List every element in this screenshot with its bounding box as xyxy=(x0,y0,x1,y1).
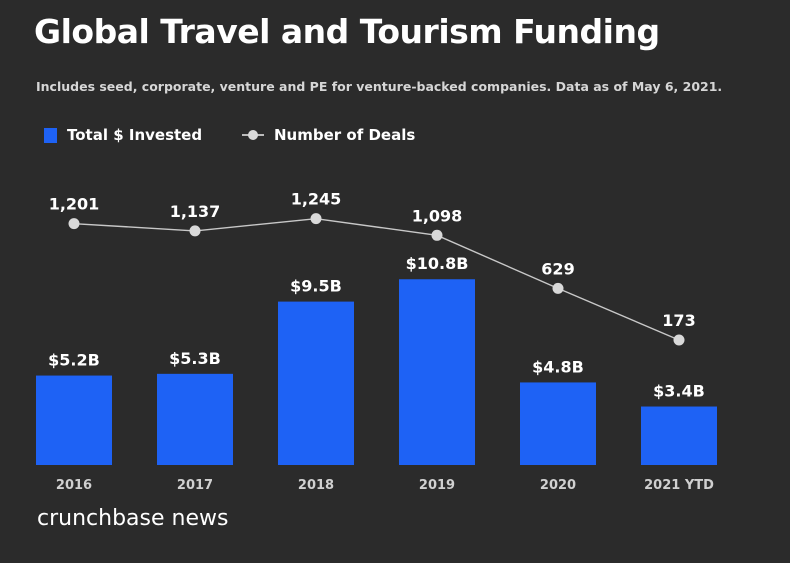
deals-point xyxy=(68,218,80,230)
deals-point xyxy=(552,282,564,294)
bar-swatch-icon xyxy=(44,127,57,143)
deals-value-label: 1,137 xyxy=(170,202,221,221)
deals-point xyxy=(431,229,443,241)
deals-line xyxy=(73,217,680,341)
legend-item-invested: Total $ Invested xyxy=(44,124,202,146)
deals-value-label: 629 xyxy=(541,259,574,278)
legend: Total $ Invested Number of Deals xyxy=(44,124,644,146)
bar-value-label: $5.3B xyxy=(169,349,221,368)
bar-2018 xyxy=(278,301,354,465)
x-tick-label: 2020 xyxy=(540,478,576,493)
x-tick-label: 2016 xyxy=(56,478,92,493)
line-marker-icon xyxy=(242,130,264,140)
bar-2020 xyxy=(520,382,596,465)
x-tick-label: 2018 xyxy=(298,478,334,493)
bar-value-label: $5.2B xyxy=(48,351,100,370)
brand-logo: crunchbase news xyxy=(37,506,229,531)
legend-label-invested: Total $ Invested xyxy=(67,126,203,144)
deals-point xyxy=(673,334,685,346)
deals-point xyxy=(310,213,322,225)
bar-2017 xyxy=(157,373,233,465)
bar-2021-ytd xyxy=(641,406,717,465)
bar-value-label: $4.8B xyxy=(532,357,584,376)
x-tick-label: 2021 YTD xyxy=(644,478,714,493)
bar-value-label: $9.5B xyxy=(290,277,342,296)
chart-title: Global Travel and Tourism Funding xyxy=(34,12,660,51)
bar-value-label: $10.8B xyxy=(406,254,469,273)
deals-point xyxy=(189,225,201,237)
bar-2019 xyxy=(399,279,475,465)
bar-2016 xyxy=(36,375,112,465)
deals-value-label: 1,098 xyxy=(412,206,463,225)
legend-label-deals: Number of Deals xyxy=(274,126,416,144)
legend-item-deals: Number of Deals xyxy=(242,124,415,146)
x-tick-label: 2019 xyxy=(419,478,455,493)
deals-value-label: 1,245 xyxy=(291,190,342,209)
bar-value-label: $3.4B xyxy=(653,382,705,401)
deals-value-label: 173 xyxy=(662,311,695,330)
x-tick-label: 2017 xyxy=(177,478,213,493)
deals-value-label: 1,201 xyxy=(49,195,100,214)
chart-subtitle: Includes seed, corporate, venture and PE… xyxy=(36,79,723,94)
